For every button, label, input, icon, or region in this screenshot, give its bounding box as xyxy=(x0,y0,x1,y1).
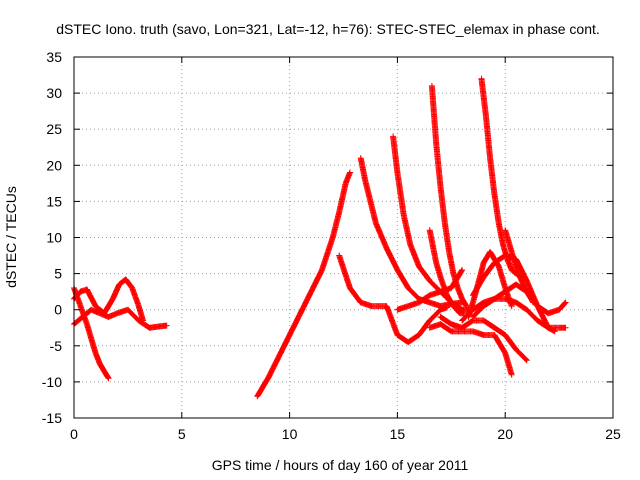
data-point-marks xyxy=(469,252,558,335)
x-axis-label: GPS time / hours of day 160 of year 2011 xyxy=(212,457,469,473)
ticks: 0 5 10 15 20 25 -15 -10 -5 0 5 10 15 20 25 30 35 xyxy=(42,49,621,442)
data-point-marks xyxy=(428,82,470,310)
series-8 xyxy=(428,82,470,310)
y-tick-label: 25 xyxy=(46,121,62,137)
data-point-marks xyxy=(437,313,530,364)
y-tick-label: 10 xyxy=(46,230,62,246)
y-tick-label: 15 xyxy=(46,193,62,209)
series-11 xyxy=(426,227,468,317)
y-tick-label: 30 xyxy=(46,85,62,101)
series-17 xyxy=(469,252,558,335)
data-point-marks xyxy=(426,227,468,317)
series-12 xyxy=(426,321,515,378)
y-tick-label: 0 xyxy=(54,302,62,318)
x-tick-label: 5 xyxy=(178,426,186,442)
x-tick-label: 15 xyxy=(390,426,406,442)
x-tick-label: 0 xyxy=(70,426,78,442)
series-13 xyxy=(437,313,530,364)
data-point-marks xyxy=(426,321,515,378)
y-tick-label: -10 xyxy=(42,374,62,390)
series-18 xyxy=(469,281,537,320)
data-point-marks xyxy=(336,252,450,346)
data-point-marks xyxy=(254,169,353,400)
x-tick-label: 25 xyxy=(605,426,621,442)
x-tick-label: 10 xyxy=(282,426,298,442)
series-5 xyxy=(336,252,450,346)
data-marks xyxy=(71,75,569,400)
y-tick-label: -5 xyxy=(50,338,63,354)
y-tick-label: -15 xyxy=(42,410,62,426)
x-tick-label: 20 xyxy=(497,426,513,442)
y-tick-label: 5 xyxy=(54,266,62,282)
grid xyxy=(74,57,613,418)
chart-title: dSTEC Iono. truth (savo, Lon=321, Lat=-1… xyxy=(56,21,600,37)
y-tick-label: 35 xyxy=(46,49,62,65)
y-axis-label: dSTEC / TECUs xyxy=(3,186,19,288)
data-point-marks xyxy=(469,281,537,320)
series-4 xyxy=(254,169,353,400)
y-tick-label: 20 xyxy=(46,157,62,173)
